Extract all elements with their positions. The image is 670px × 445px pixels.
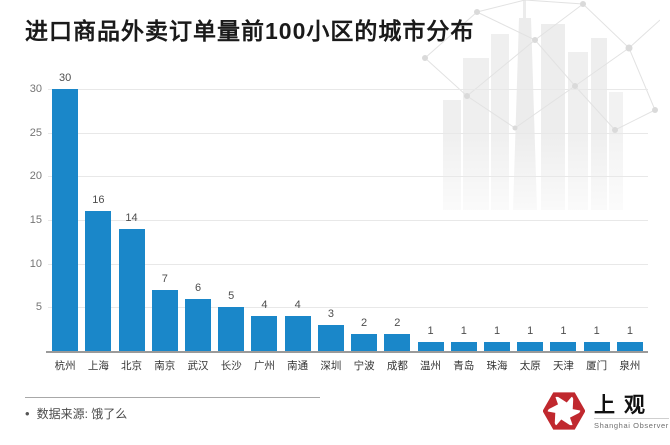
x-axis-label: 太原 bbox=[519, 360, 541, 372]
bar bbox=[550, 342, 577, 351]
footer-divider bbox=[25, 397, 320, 398]
y-axis-label: 10 bbox=[29, 257, 42, 270]
data-source-note: • 数据来源: 饿了么 bbox=[25, 405, 127, 422]
x-axis-label: 青岛 bbox=[453, 360, 475, 372]
x-axis-label: 厦门 bbox=[586, 360, 608, 372]
bar bbox=[317, 324, 344, 351]
bar-value-label: 1 bbox=[427, 325, 434, 338]
chart-title: 进口商品外卖订单量前100小区的城市分布 bbox=[25, 18, 475, 44]
gridline bbox=[48, 132, 648, 134]
x-axis-label: 长沙 bbox=[220, 360, 242, 372]
x-axis-label: 杭州 bbox=[54, 360, 76, 372]
y-axis-label: 15 bbox=[29, 214, 42, 226]
y-axis-label: 20 bbox=[29, 170, 42, 183]
bar-value-label: 2 bbox=[361, 316, 368, 329]
x-axis-label: 北京 bbox=[121, 360, 143, 372]
bar bbox=[351, 333, 378, 351]
bar-value-label: 1 bbox=[626, 325, 633, 338]
bar bbox=[251, 316, 278, 351]
gridline bbox=[48, 220, 648, 221]
bar bbox=[85, 211, 112, 351]
x-axis-label: 武汉 bbox=[187, 360, 209, 372]
bar-value-label: 4 bbox=[294, 299, 301, 312]
x-axis-label: 成都 bbox=[386, 360, 408, 372]
bar bbox=[218, 307, 245, 351]
bar bbox=[384, 333, 411, 351]
x-axis-label: 天津 bbox=[552, 360, 574, 372]
bar bbox=[583, 342, 610, 351]
bar-value-label: 1 bbox=[460, 325, 467, 338]
y-axis-label: 25 bbox=[29, 126, 42, 139]
x-axis-label: 珠海 bbox=[486, 360, 508, 372]
bar bbox=[151, 289, 178, 351]
x-axis-label: 广州 bbox=[253, 360, 275, 372]
bar bbox=[450, 342, 477, 351]
bar bbox=[284, 316, 311, 351]
bar-value-label: 1 bbox=[527, 325, 534, 338]
gridline bbox=[48, 176, 648, 178]
x-axis-label: 宁波 bbox=[353, 360, 375, 372]
bar-value-label: 1 bbox=[593, 325, 600, 338]
data-source-label: 数据来源: 饿了么 bbox=[36, 407, 128, 421]
bar-value-label: 6 bbox=[194, 281, 202, 294]
y-axis-label: 5 bbox=[35, 301, 42, 314]
logo-name-cn: 上观 bbox=[594, 392, 654, 417]
bullet-icon: • bbox=[25, 406, 30, 421]
bar bbox=[484, 342, 510, 351]
y-axis-label: 30 bbox=[29, 83, 42, 95]
shanghai-observer-logo: 上观 Shanghai Observer bbox=[543, 390, 669, 432]
bar-value-label: 2 bbox=[394, 316, 401, 329]
bar bbox=[517, 342, 544, 351]
bar-value-label: 16 bbox=[92, 194, 105, 207]
bar-value-label: 1 bbox=[493, 325, 501, 338]
x-axis-label: 深圳 bbox=[320, 360, 342, 372]
x-axis-label: 泉州 bbox=[619, 360, 641, 372]
bar-value-label: 14 bbox=[125, 211, 138, 224]
x-axis-line bbox=[46, 351, 648, 353]
x-axis-label: 南京 bbox=[154, 360, 176, 372]
gridline bbox=[48, 263, 648, 265]
bar-value-label: 7 bbox=[161, 272, 168, 285]
bar-value-label: 30 bbox=[58, 72, 72, 84]
bar-value-label: 4 bbox=[261, 299, 268, 312]
bar bbox=[417, 342, 444, 351]
bar-value-label: 3 bbox=[327, 307, 334, 320]
bar bbox=[616, 342, 643, 351]
x-axis-label: 上海 bbox=[87, 360, 109, 372]
bar bbox=[52, 89, 79, 351]
x-axis-label: 南通 bbox=[287, 360, 309, 372]
shanghai-observer-logo-icon bbox=[543, 392, 585, 430]
bar bbox=[185, 298, 211, 351]
gridline bbox=[48, 89, 648, 90]
gridline bbox=[48, 307, 648, 309]
bar-value-label: 5 bbox=[228, 290, 235, 303]
x-axis-label: 温州 bbox=[420, 360, 442, 372]
bar-value-label: 1 bbox=[560, 325, 567, 338]
bar bbox=[118, 228, 145, 351]
logo-name-en: Shanghai Observer bbox=[594, 417, 669, 430]
